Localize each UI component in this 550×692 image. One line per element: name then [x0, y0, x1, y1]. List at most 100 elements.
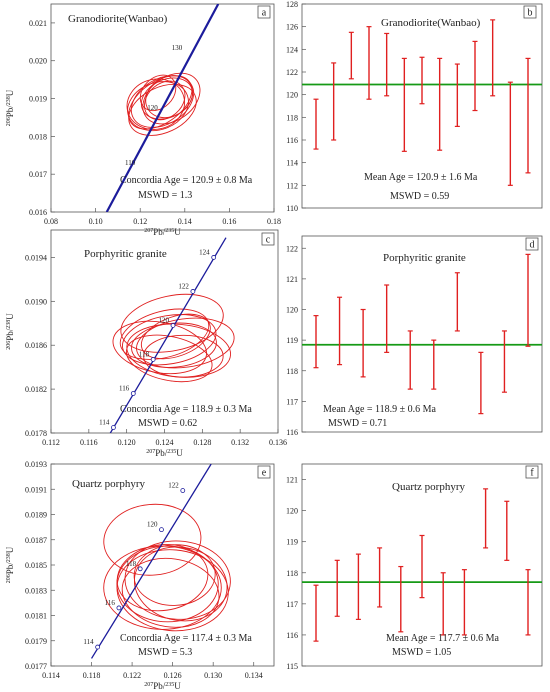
panel-e-error-ellipse	[103, 503, 202, 576]
panel-f-ytick-label: 116	[286, 631, 298, 640]
panel-b-title: Granodiorite(Wanbao)	[381, 17, 481, 29]
panel-a-annotation: MSWD = 1.3	[138, 190, 192, 201]
panel-d-title: Porphyritic granite	[383, 252, 466, 264]
panel-a-letter: a	[262, 8, 267, 19]
panel-e-age-label: 122	[168, 482, 179, 490]
panel-f-ytick-label: 117	[286, 600, 298, 609]
panel-c-age-label: 124	[199, 248, 210, 256]
panel-b-ytick-label: 128	[286, 0, 298, 9]
panel-a-xtick-label: 0.14	[178, 217, 192, 226]
panel-d-annotation: Mean Age = 118.9 ± 0.6 Ma	[323, 404, 437, 415]
panel-c-ytick-label: 0.0178	[25, 429, 47, 438]
panel-c-ytick-label: 0.0182	[25, 385, 47, 394]
panel-c-xtick-label: 0.128	[193, 438, 211, 447]
panel-a-error-ellipse	[142, 72, 201, 125]
panel-c-xtick-label: 0.116	[80, 438, 98, 447]
panel-c-age-marker	[111, 425, 116, 430]
panel-a-ylabel: 206Pb/238U	[5, 89, 15, 126]
panel-c-age-label: 120	[159, 316, 170, 324]
panel-c-error-ellipse	[140, 313, 211, 360]
panel-e-plot-area: 114 116 118 120 122	[83, 464, 231, 659]
panel-c-error-ellipse	[125, 334, 213, 383]
panel-f-ytick-label: 120	[286, 507, 298, 516]
panel-a-error-ellipse	[139, 74, 177, 112]
panel-b-ytick-label: 110	[286, 204, 298, 213]
panel-b-annotation: Mean Age = 120.9 ± 1.6 Ma	[364, 172, 478, 183]
panel-a-xtick-label: 0.10	[89, 217, 103, 226]
panel-b-ytick-label: 126	[286, 23, 298, 32]
panel-c-ytick-label: 0.0194	[25, 253, 47, 262]
panel-f-letter: f	[530, 468, 534, 479]
panel-f-frame	[301, 463, 543, 667]
panel-a-error-ellipse	[143, 80, 186, 121]
panel-f-ytick-label: 119	[286, 538, 298, 547]
panel-c-age-marker	[130, 391, 136, 396]
panel-e-age-marker	[116, 605, 122, 611]
panel-b-ytick-label: 124	[286, 45, 298, 54]
panel-a-error-ellipse	[145, 75, 194, 119]
panel-e-error-ellipse	[116, 549, 229, 632]
panel-a-ytick-label: 0.020	[29, 57, 47, 66]
panel-a-letter-box	[257, 5, 271, 19]
panel-e-annotation: MSWD = 5.3	[138, 647, 192, 658]
panel-d-letter-box	[525, 237, 539, 251]
panel-a-title: Granodiorite(Wanbao)	[68, 13, 168, 25]
panel-e-xtick-label: 0.118	[83, 671, 101, 680]
panel-e-ytick-label: 0.0183	[25, 586, 47, 595]
panel-e-error-ellipse	[133, 546, 228, 622]
panel-d-ytick-label: 122	[286, 244, 298, 253]
panel-e-annotation: Concordia Age = 117.4 ± 0.3 Ma	[120, 633, 252, 644]
panel-e-ytick-label: 0.0189	[25, 511, 47, 520]
panel-d-ytick-label: 121	[286, 275, 298, 284]
panel-e-age-marker	[137, 566, 143, 572]
panel-c-age-label: 114	[99, 419, 110, 427]
panel-c-annotation: Concordia Age = 118.9 ± 0.3 Ma	[120, 404, 252, 415]
panel-e-letter-box	[257, 465, 271, 479]
panel-b-ytick-label: 112	[286, 181, 298, 190]
panel-c-xtick-label: 0.132	[231, 438, 249, 447]
panel-c-age-marker	[150, 357, 156, 362]
panel-a-xtick-label: 0.08	[44, 217, 58, 226]
panel-c-xtick-label: 0.112	[42, 438, 60, 447]
panel-c-xlabel: 207Pb/235U	[146, 448, 183, 458]
panel-e-xtick-label: 0.126	[164, 671, 182, 680]
panel-a-ytick-label: 0.021	[29, 19, 47, 28]
panel-f-title: Quartz porphyry	[392, 481, 466, 493]
panel-e-ytick-label: 0.0177	[25, 662, 47, 671]
panel-b-ytick-label: 120	[286, 91, 298, 100]
panel-c-error-ellipse	[120, 293, 224, 353]
panel-c-error-ellipse	[136, 317, 235, 369]
panel-e-ytick-label: 0.0179	[25, 637, 47, 646]
panel-d-letter: d	[530, 240, 535, 251]
panel-e-letter: e	[262, 468, 267, 479]
panel-f-annotation: Mean Age = 117.7 ± 0.6 Ma	[386, 633, 500, 644]
panel-a-ytick-label: 0.019	[29, 95, 47, 104]
panel-e-ytick-label: 0.0191	[25, 485, 47, 494]
panel-a-age-label: 130	[172, 44, 183, 52]
panel-e-concordia-curve	[90, 464, 212, 659]
panel-a-annotation: Concordia Age = 120.9 ± 0.8 Ma	[120, 175, 253, 186]
panel-c-plot-area: 114 116 118 120 122 124	[99, 237, 235, 433]
panel-b-annotation: MSWD = 0.59	[390, 191, 449, 202]
panel-a-ytick-label: 0.018	[29, 132, 47, 141]
panel-c-concordia-curve	[109, 237, 227, 433]
panel-b-ytick-label: 116	[286, 136, 298, 145]
panel-e-age-label: 120	[147, 521, 158, 529]
panel-a-xtick-label: 0.18	[267, 217, 281, 226]
panel-c-age-label: 118	[139, 350, 150, 358]
panel-d-ytick-label: 119	[286, 336, 298, 345]
panel-b-ytick-label: 118	[286, 113, 298, 122]
panel-c-error-ellipse	[112, 320, 207, 375]
panel-e-ytick-label: 0.0193	[25, 460, 47, 469]
panel-c-error-ellipse	[119, 308, 210, 360]
panel-e-xtick-label: 0.114	[42, 671, 60, 680]
panel-e-xtick-label: 0.134	[245, 671, 263, 680]
panel-a-ytick-label: 0.016	[29, 208, 47, 217]
panel-a-frame	[50, 3, 275, 213]
panel-f-ytick-label: 115	[286, 662, 298, 671]
panel-b-letter-box	[523, 5, 537, 19]
panel-c-annotation: MSWD = 0.62	[138, 418, 197, 429]
panel-e-error-ellipse	[103, 545, 222, 630]
panel-e-ytick-label: 0.0187	[25, 536, 47, 545]
panel-b-letter: b	[528, 8, 533, 19]
